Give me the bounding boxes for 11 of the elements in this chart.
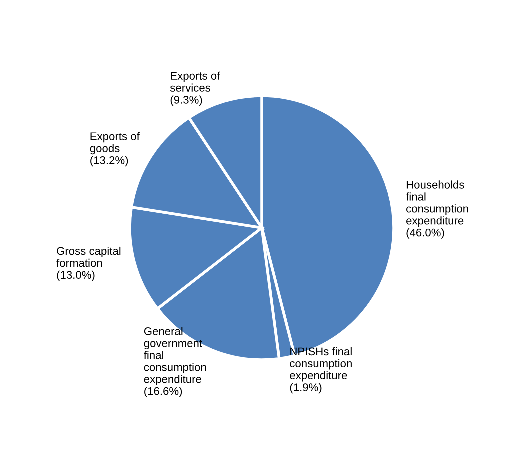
data-label: (9.3%)	[170, 96, 202, 106]
data-label: (16.6%)	[144, 387, 182, 398]
data-label: (13.2%)	[90, 156, 128, 167]
slice-label: General government final consumption expenditure	[144, 327, 206, 386]
slice-label: Exports of services	[170, 72, 220, 92]
data-label: (46.0%)	[406, 228, 444, 239]
data-label: (13.0%)	[57, 270, 95, 282]
data-label: (1.9%)	[290, 383, 322, 394]
slice-label: Households final consumption expenditure	[406, 180, 468, 227]
slice-label: Exports of goods	[90, 132, 140, 155]
slice-label: Gross capital formation	[56, 246, 121, 268]
